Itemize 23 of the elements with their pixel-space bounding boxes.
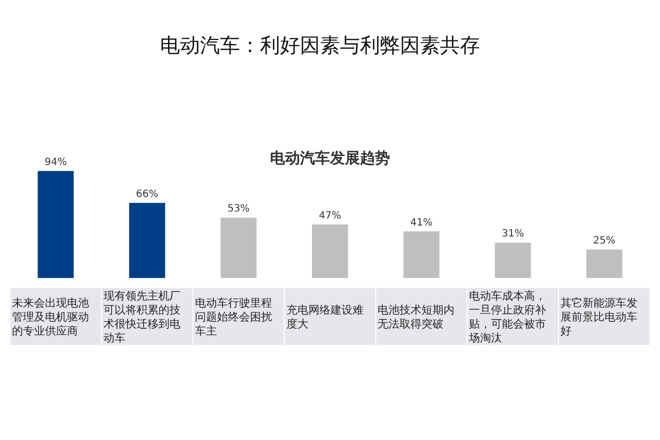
x-tick-label: 充电网络建设难度大 — [286, 304, 364, 330]
x-tick-label: 现有领先主机厂可以将积累的技术很快迁移到电动车 — [103, 290, 180, 344]
x-tick-label: 未来会出现电池管理及电机驱动的专业供应商 — [12, 296, 89, 338]
bar — [586, 250, 622, 278]
bar — [129, 202, 166, 278]
data-label: 25% — [593, 236, 616, 247]
data-label: 53% — [227, 204, 250, 215]
x-tick-label: 电池技术短期内无法取得突破 — [378, 304, 455, 330]
bar — [312, 224, 348, 278]
data-label: 94% — [44, 157, 67, 168]
bar — [220, 218, 257, 278]
x-tick-label: 其它新能源车发展前景比电动车好 — [560, 296, 638, 338]
data-label: 31% — [502, 228, 524, 240]
data-label: 47% — [318, 210, 342, 222]
data-label: 41% — [410, 217, 433, 228]
chart-title: 电动汽车：利好因素与利弊因素共存 — [160, 33, 480, 57]
bar — [38, 171, 74, 278]
bar — [403, 231, 440, 278]
x-tick-label: 电动车成本高，一旦停止政府补贴，可能会被市场淘汰 — [468, 290, 546, 344]
bar — [494, 242, 531, 278]
x-tick-label: 电动车行驶里程问题始终会困扰车主 — [194, 296, 272, 338]
chart-subtitle: 电动汽车发展趋势 — [270, 149, 390, 167]
data-label: 66% — [136, 188, 158, 200]
